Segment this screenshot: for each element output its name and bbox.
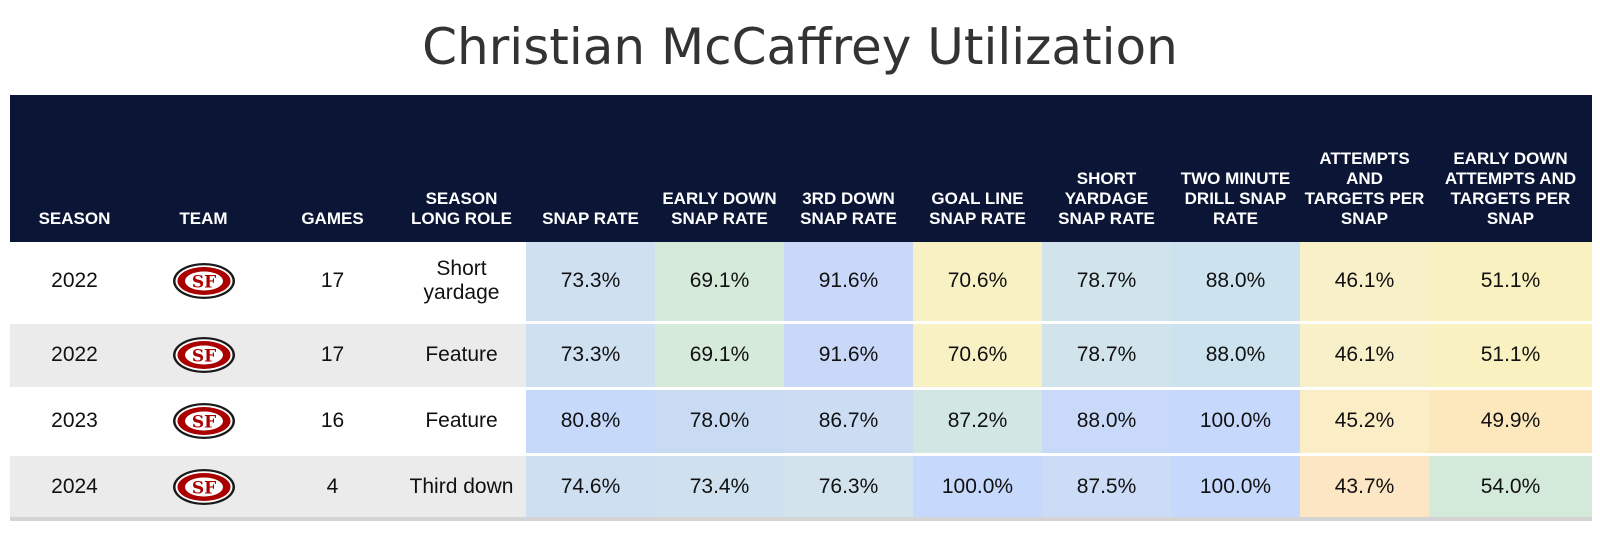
cell-third-down-snap-rate: 91.6% — [784, 242, 913, 324]
team-logo-49ers-icon: SF — [171, 401, 237, 441]
table-bottom-rule — [10, 517, 1592, 521]
cell-early-down-snap-rate: 69.1% — [655, 322, 784, 390]
cell-short-yardage-snap-rate: 78.7% — [1042, 322, 1171, 390]
cell-games: 16 — [268, 388, 397, 456]
col-header-early-down-attempts-targets-per-snap: EARLY DOWN ATTEMPTS AND TARGETS PER SNAP — [1444, 149, 1577, 228]
svg-text:SF: SF — [191, 273, 215, 293]
cell-team: SF — [139, 322, 268, 390]
col-header-early-down-snap-rate: EARLY DOWN SNAP RATE — [662, 189, 777, 228]
cell-goal-line-snap-rate: 70.6% — [913, 322, 1042, 390]
cell-early-down-snap-rate: 78.0% — [655, 388, 784, 456]
col-header-short-yardage-snap-rate: SHORT YARDAGE SNAP RATE — [1058, 169, 1155, 228]
col-header-team: TEAM — [179, 209, 228, 228]
cell-role: Short yardage — [397, 242, 526, 324]
cell-short-yardage-snap-rate: 88.0% — [1042, 388, 1171, 456]
cell-two-minute-drill-snap-rate: 88.0% — [1171, 322, 1300, 390]
cell-early-down-attempts-targets-per-snap: 51.1% — [1429, 242, 1592, 324]
cell-two-minute-drill-snap-rate: 100.0% — [1171, 454, 1300, 522]
cell-third-down-snap-rate: 86.7% — [784, 388, 913, 456]
table-body: 2022 SF 17 Short yardage 73.3% 69.1% 91.6% 70.6… — [10, 242, 1592, 522]
team-logo-49ers-icon: SF — [171, 467, 237, 507]
utilization-table: SEASON TEAM GAMES SEASON LONG ROLE SNAP … — [10, 95, 1592, 522]
cell-two-minute-drill-snap-rate: 100.0% — [1171, 388, 1300, 456]
table-title: Christian McCaffrey Utilization — [422, 18, 1178, 76]
cell-attempts-targets-per-snap: 46.1% — [1300, 322, 1429, 390]
col-header-two-minute-drill-snap-rate: TWO MINUTE DRILL SNAP RATE — [1180, 169, 1291, 228]
cell-games: 17 — [268, 322, 397, 390]
col-header-attempts-targets-per-snap: ATTEMPTS AND TARGETS PER SNAP — [1304, 149, 1425, 228]
cell-season: 2022 — [10, 322, 139, 390]
col-header-third-down-snap-rate: 3RD DOWN SNAP RATE — [800, 189, 897, 228]
svg-text:SF: SF — [191, 413, 215, 433]
cell-goal-line-snap-rate: 87.2% — [913, 388, 1042, 456]
cell-games: 17 — [268, 242, 397, 324]
table-row: 2024 SF 4 Third down 74.6% 73.4% 76.3% 100.0% 87… — [10, 454, 1592, 522]
col-header-goal-line-snap-rate: GOAL LINE SNAP RATE — [929, 189, 1026, 228]
cell-two-minute-drill-snap-rate: 88.0% — [1171, 242, 1300, 324]
cell-goal-line-snap-rate: 100.0% — [913, 454, 1042, 522]
cell-early-down-attempts-targets-per-snap: 51.1% — [1429, 322, 1592, 390]
cell-season: 2023 — [10, 388, 139, 456]
cell-early-down-snap-rate: 73.4% — [655, 454, 784, 522]
cell-attempts-targets-per-snap: 46.1% — [1300, 242, 1429, 324]
cell-snap-rate: 74.6% — [526, 454, 655, 522]
cell-team: SF — [139, 388, 268, 456]
col-header-role: SEASON LONG ROLE — [410, 189, 513, 228]
col-header-snap-rate: SNAP RATE — [542, 209, 639, 228]
cell-season: 2024 — [10, 454, 139, 522]
cell-games: 4 — [268, 454, 397, 522]
cell-short-yardage-snap-rate: 87.5% — [1042, 454, 1171, 522]
cell-team: SF — [139, 454, 268, 522]
cell-short-yardage-snap-rate: 78.7% — [1042, 242, 1171, 324]
cell-early-down-attempts-targets-per-snap: 54.0% — [1429, 454, 1592, 522]
table-row: 2022 SF 17 Feature 73.3% 69.1% 91.6% 70.6% 78.7%… — [10, 322, 1592, 390]
table-row: 2023 SF 16 Feature 80.8% 78.0% 86.7% 87.2% 88.0%… — [10, 388, 1592, 456]
cell-third-down-snap-rate: 76.3% — [784, 454, 913, 522]
cell-season: 2022 — [10, 242, 139, 324]
cell-role: Feature — [397, 388, 526, 456]
cell-team: SF — [139, 242, 268, 324]
cell-goal-line-snap-rate: 70.6% — [913, 242, 1042, 324]
cell-role: Feature — [397, 322, 526, 390]
cell-snap-rate: 73.3% — [526, 322, 655, 390]
team-logo-49ers-icon: SF — [171, 335, 237, 375]
cell-early-down-attempts-targets-per-snap: 49.9% — [1429, 388, 1592, 456]
cell-early-down-snap-rate: 69.1% — [655, 242, 784, 324]
team-logo-49ers-icon: SF — [171, 261, 237, 301]
cell-attempts-targets-per-snap: 43.7% — [1300, 454, 1429, 522]
header-row: SEASON TEAM GAMES SEASON LONG ROLE SNAP … — [10, 95, 1592, 242]
col-header-season: SEASON — [38, 209, 111, 228]
cell-third-down-snap-rate: 91.6% — [784, 322, 913, 390]
col-header-games: GAMES — [301, 209, 364, 228]
cell-snap-rate: 73.3% — [526, 242, 655, 324]
cell-role: Third down — [397, 454, 526, 522]
cell-attempts-targets-per-snap: 45.2% — [1300, 388, 1429, 456]
cell-snap-rate: 80.8% — [526, 388, 655, 456]
svg-text:SF: SF — [191, 479, 215, 499]
svg-text:SF: SF — [191, 347, 215, 367]
table-row: 2022 SF 17 Short yardage 73.3% 69.1% 91.6% 70.6… — [10, 242, 1592, 324]
